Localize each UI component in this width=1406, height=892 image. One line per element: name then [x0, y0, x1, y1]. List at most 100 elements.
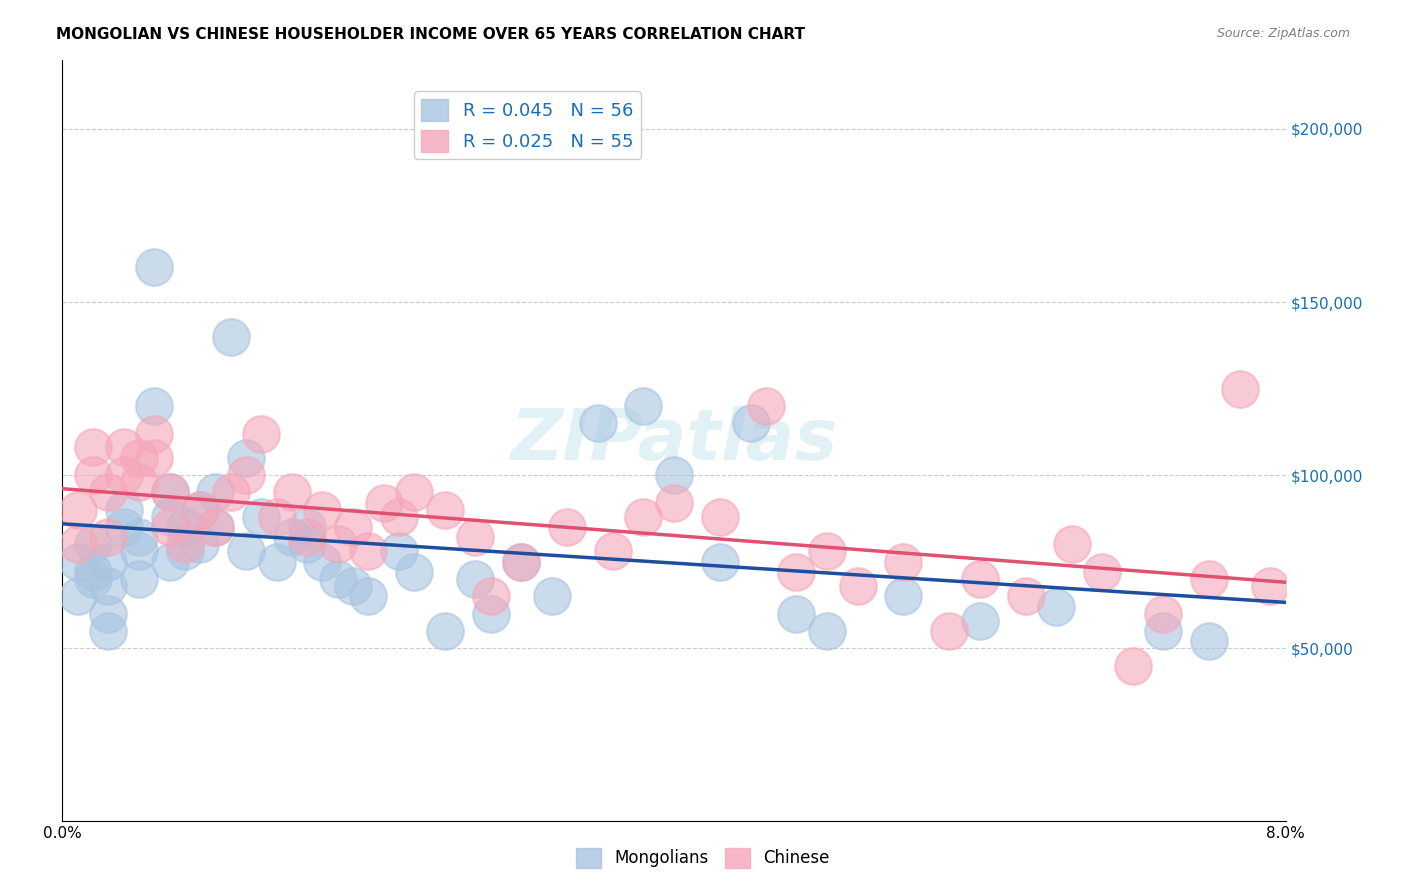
Point [295, 531, 318, 545]
Point [219, 329, 242, 343]
Point [785, 607, 807, 621]
Point [893, 590, 915, 604]
Text: ZIPatlas: ZIPatlas [510, 406, 838, 475]
Point [82, 565, 104, 579]
Point [357, 590, 380, 604]
Point [143, 450, 166, 465]
Point [112, 468, 135, 483]
Point [709, 555, 731, 569]
Point [633, 399, 655, 413]
Point [1198, 572, 1220, 586]
Point [173, 544, 195, 558]
Point [295, 520, 318, 534]
Point [662, 496, 685, 510]
Point [388, 544, 411, 558]
Point [1152, 624, 1174, 638]
Point [112, 503, 135, 517]
Point [938, 624, 960, 638]
Point [235, 450, 257, 465]
Point [311, 503, 333, 517]
Point [969, 614, 991, 628]
Point [159, 485, 181, 500]
Point [97, 531, 120, 545]
Point [204, 520, 226, 534]
Point [66, 590, 89, 604]
Point [1045, 599, 1067, 614]
Point [159, 555, 181, 569]
Point [1260, 579, 1282, 593]
Point [815, 544, 838, 558]
Point [143, 426, 166, 441]
Point [1060, 537, 1083, 551]
Point [1305, 565, 1327, 579]
Point [82, 537, 104, 551]
Point [602, 544, 624, 558]
Point [433, 503, 456, 517]
Point [266, 555, 288, 569]
Point [785, 565, 807, 579]
Point [128, 531, 150, 545]
Point [326, 572, 349, 586]
Point [281, 485, 304, 500]
Point [1015, 590, 1038, 604]
Point [388, 509, 411, 524]
Point [1122, 658, 1144, 673]
Point [188, 537, 211, 551]
Point [143, 260, 166, 275]
Point [479, 607, 502, 621]
Point [633, 509, 655, 524]
Point [1198, 634, 1220, 648]
Point [66, 555, 89, 569]
Point [82, 572, 104, 586]
Point [219, 485, 242, 500]
Point [143, 399, 166, 413]
Point [82, 441, 104, 455]
Point [404, 485, 426, 500]
Point [66, 503, 89, 517]
Point [510, 555, 533, 569]
Point [204, 485, 226, 500]
Point [97, 485, 120, 500]
Point [464, 572, 486, 586]
Point [479, 590, 502, 604]
Point [969, 572, 991, 586]
Point [188, 503, 211, 517]
Point [295, 537, 318, 551]
Point [281, 531, 304, 545]
Point [128, 450, 150, 465]
Point [586, 416, 609, 430]
Point [97, 579, 120, 593]
Point [204, 520, 226, 534]
Point [188, 503, 211, 517]
Point [112, 441, 135, 455]
Point [128, 475, 150, 489]
Text: Source: ZipAtlas.com: Source: ZipAtlas.com [1216, 27, 1350, 40]
Point [662, 468, 685, 483]
Point [311, 555, 333, 569]
Point [128, 544, 150, 558]
Point [66, 537, 89, 551]
Point [97, 624, 120, 638]
Point [128, 572, 150, 586]
Point [235, 544, 257, 558]
Point [342, 520, 364, 534]
Point [250, 509, 273, 524]
Point [815, 624, 838, 638]
Point [173, 537, 195, 551]
Point [433, 624, 456, 638]
Point [82, 468, 104, 483]
Point [235, 468, 257, 483]
Point [342, 579, 364, 593]
Point [112, 520, 135, 534]
Point [266, 509, 288, 524]
Point [404, 565, 426, 579]
Point [357, 544, 380, 558]
Text: MONGOLIAN VS CHINESE HOUSEHOLDER INCOME OVER 65 YEARS CORRELATION CHART: MONGOLIAN VS CHINESE HOUSEHOLDER INCOME … [56, 27, 806, 42]
Point [755, 399, 778, 413]
Point [464, 531, 486, 545]
Point [159, 485, 181, 500]
Point [1152, 607, 1174, 621]
Point [159, 509, 181, 524]
Point [373, 496, 395, 510]
Point [326, 537, 349, 551]
